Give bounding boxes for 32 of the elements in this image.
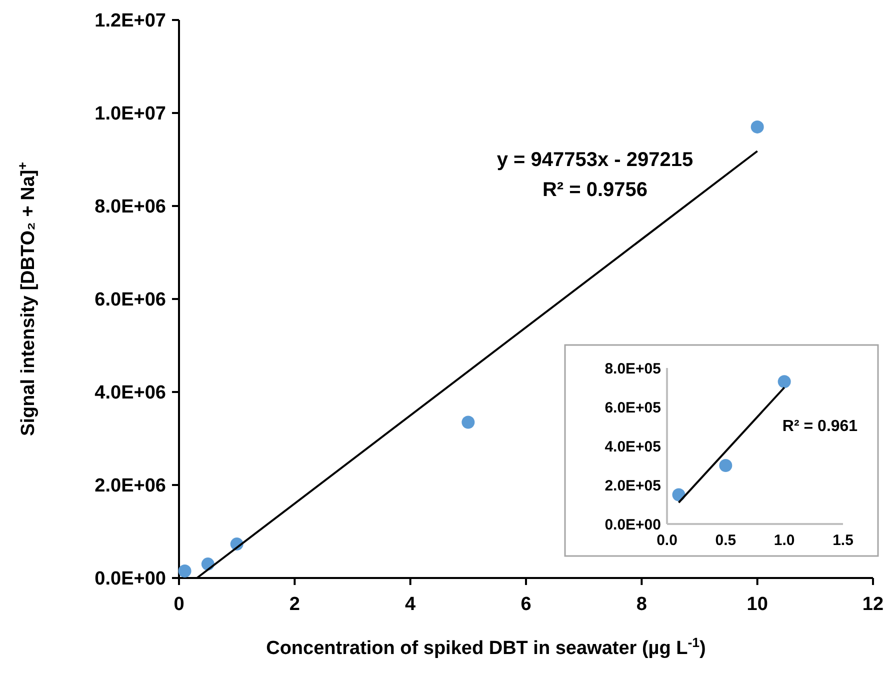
point (778, 375, 791, 388)
y-tick-label: 4.0E+06 (94, 382, 166, 404)
x-tick-label: 12 (862, 594, 884, 615)
x-tick-label: 10 (746, 594, 768, 615)
x-tick-label: 1.0 (774, 532, 795, 549)
y-tick-label: 0.0E+00 (94, 568, 166, 590)
y-tick-label: 0.0E+00 (604, 516, 661, 534)
point (719, 459, 732, 472)
y-tick-label: 6.0E+06 (94, 290, 166, 311)
x-tick-label: 6 (520, 594, 532, 615)
point (178, 564, 192, 578)
x-axis-title: Concentration of spiked DBT in seawater (µg L$^{-1}$) (266, 634, 706, 659)
y-tick-label: 2.0E+06 (94, 476, 166, 497)
annotation: R² = 0.961 (782, 418, 858, 435)
y-tick-label: 6.0E+05 (604, 399, 661, 416)
annotation: y = 947753x - 297215 (496, 149, 694, 171)
y-tick-label: 8.0E+05 (604, 360, 661, 378)
annotation: R² = 0.9756 (542, 179, 648, 201)
y-tick-label: 1.0E+07 (94, 104, 166, 125)
y-tick-label: 1.2E+07 (94, 10, 166, 32)
x-tick-label: 4 (405, 594, 416, 615)
x-tick-label: 8 (636, 594, 647, 615)
x-tick-label: 0.0 (656, 532, 678, 549)
x-tick-label: 0 (174, 594, 184, 615)
y-tick-label: 4.0E+05 (604, 438, 661, 456)
y-tick-label: 2.0E+05 (604, 477, 661, 494)
x-tick-label: 0.5 (715, 532, 736, 549)
point (462, 416, 475, 429)
x-tick-label: 2 (289, 594, 300, 615)
point (750, 120, 764, 134)
x-tick-label: 1.5 (832, 532, 854, 549)
y-tick-label: 8.0E+06 (94, 196, 166, 218)
